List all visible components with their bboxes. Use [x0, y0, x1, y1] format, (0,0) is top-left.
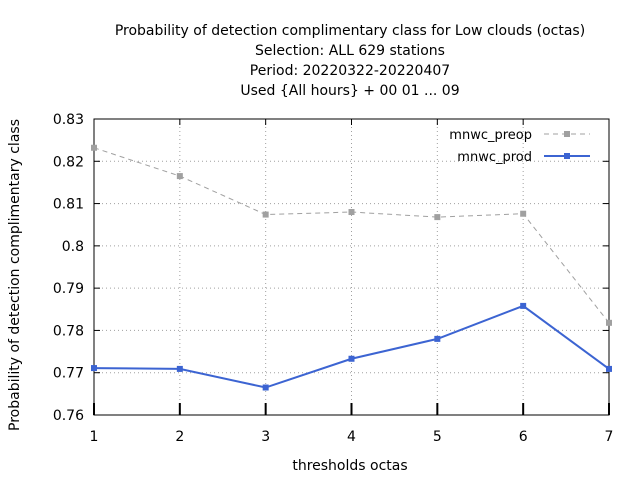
y-tick-label: 0.83 [53, 112, 84, 128]
data-point-mnwc_preop [176, 173, 183, 180]
data-point-mnwc_preop [520, 210, 527, 217]
y-tick-label: 0.82 [53, 154, 84, 170]
y-axis-label: Probability of detection complimentary c… [7, 119, 23, 431]
x-tick-label: 5 [433, 429, 442, 445]
plot-frame [93, 118, 610, 416]
x-tick-label: 7 [605, 429, 614, 445]
subtitle-hours: Used {All hours} + 00 01 ... 09 [240, 83, 459, 99]
data-point-mnwc_preop [262, 211, 269, 218]
y-tick-label: 0.78 [53, 323, 84, 339]
x-tick-label: 2 [175, 429, 184, 445]
grid [94, 119, 609, 415]
y-tick-label: 0.8 [62, 239, 84, 255]
data-point-mnwc_prod [176, 365, 183, 372]
x-axis-label: thresholds octas [292, 458, 407, 474]
y-tick-label: 0.81 [53, 197, 84, 213]
legend-label-mnwc_prod: mnwc_prod [457, 150, 532, 165]
y-tick-label: 0.76 [53, 408, 84, 424]
data-point-mnwc_preop [91, 144, 97, 151]
legend-marker-mnwc_prod [564, 153, 570, 159]
data-point-mnwc_prod [91, 365, 97, 372]
x-tick-label: 1 [90, 429, 99, 445]
data-point-mnwc_preop [606, 319, 612, 326]
x-tick-label: 3 [261, 429, 270, 445]
subtitle-selection: Selection: ALL 629 stations [255, 43, 445, 59]
data-point-mnwc_prod [348, 355, 355, 362]
chart-title: Probability of detection complimentary c… [115, 23, 585, 99]
data-point-mnwc_prod [606, 365, 612, 372]
data-point-mnwc_prod [262, 384, 269, 391]
legend-marker-mnwc_preop [564, 131, 570, 137]
y-tick-label: 0.77 [53, 366, 84, 382]
data-point-mnwc_preop [348, 209, 355, 216]
y-tick-label: 0.79 [53, 281, 84, 297]
x-tick-label: 6 [519, 429, 528, 445]
series-layer [91, 144, 612, 391]
data-point-mnwc_preop [434, 214, 441, 221]
data-point-mnwc_prod [434, 335, 441, 342]
subtitle-period: Period: 20220322-20220407 [250, 63, 450, 79]
tick-labels: 0.76 0.77 0.78 0.79 0.8 0.81 0.82 0.83 1 2 3 4 5 6 7 [53, 112, 614, 445]
legend: mnwc_preop mnwc_prod [449, 128, 590, 165]
legend-label-mnwc_preop: mnwc_preop [449, 128, 532, 143]
x-tick-label: 4 [347, 429, 356, 445]
data-point-mnwc_prod [520, 302, 527, 309]
title-line: Probability of detection complimentary c… [115, 23, 585, 39]
